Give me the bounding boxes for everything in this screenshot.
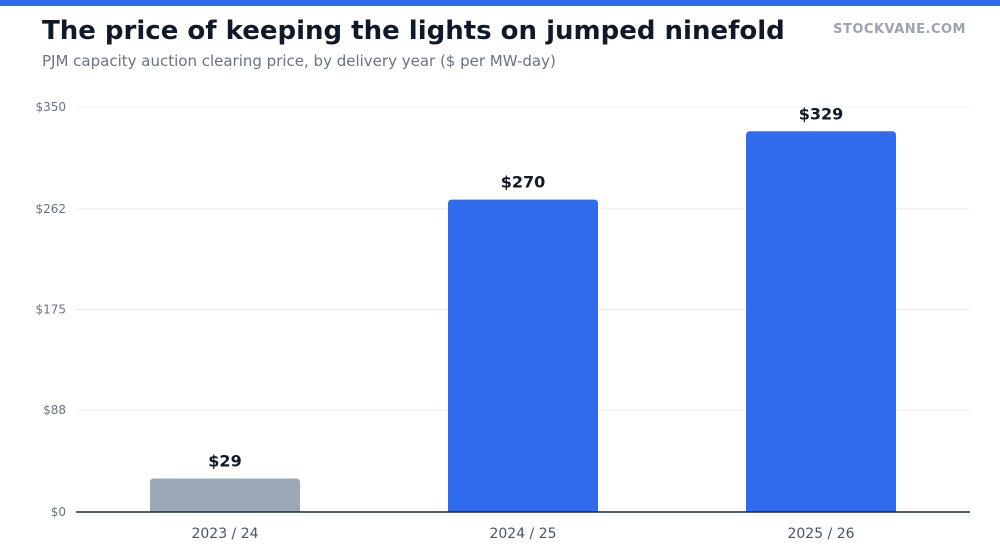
y-tick-label: $88 [43,403,66,417]
y-tick-label: $175 [35,303,66,317]
y-tick-label: $350 [35,100,66,114]
data-label: $329 [799,104,844,123]
y-tick-label: $262 [35,202,66,216]
bar [448,199,598,513]
brand-logo-text: STOCKVANE.COM [833,22,966,37]
data-label: $29 [208,451,241,470]
top-accent-stripe [0,0,1000,6]
y-tick-label: $0 [51,505,66,519]
x-tick-label: 2024 / 25 [489,526,556,542]
x-tick-label: 2023 / 24 [191,526,258,542]
bar [150,478,300,512]
bar [746,131,896,513]
chart-subtitle: PJM capacity auction clearing price, by … [42,52,556,70]
x-tick-label: 2025 / 26 [787,526,854,542]
data-label: $270 [501,173,546,192]
chart-title: The price of keeping the lights on jumpe… [42,16,785,46]
